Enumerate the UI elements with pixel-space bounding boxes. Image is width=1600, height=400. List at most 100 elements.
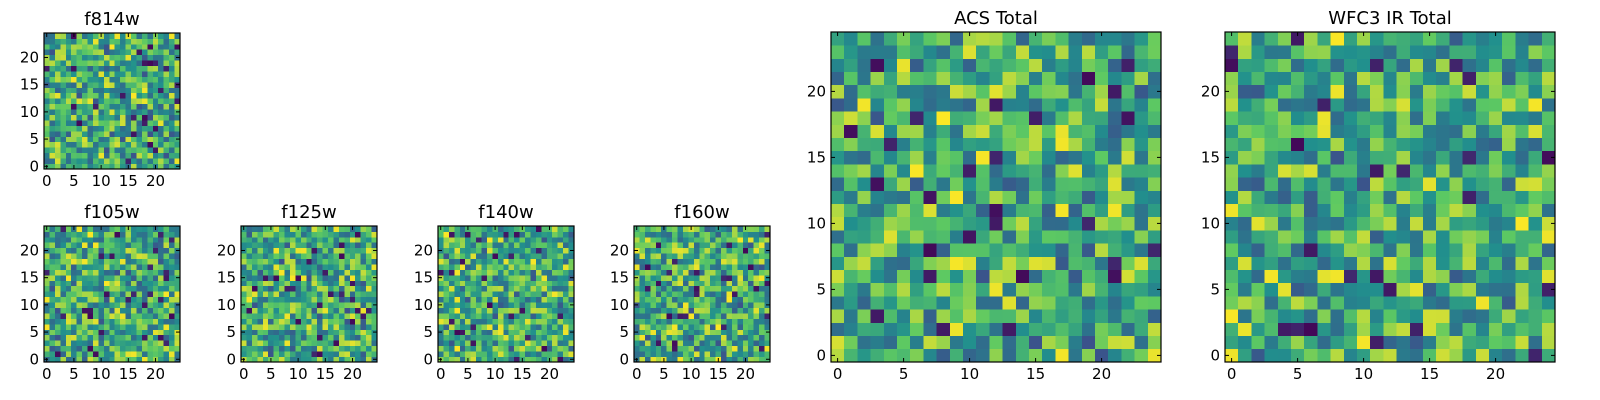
f105w-cell-2-9	[54, 307, 61, 314]
f105w-cell-20-12	[152, 291, 159, 298]
wfc3-ir-total-cell-17-20	[1449, 84, 1463, 99]
wfc3-ir-total-cell-7-13	[1317, 177, 1331, 191]
f125w-cell-19-21	[344, 242, 351, 249]
f814w-cell-12-15	[109, 81, 116, 88]
wfc3-ir-total-cell-7-12	[1317, 190, 1331, 204]
acs-total-cell-22-7	[1121, 256, 1135, 270]
wfc3-ir-total-cell-2-19	[1251, 98, 1265, 112]
f160w-cell-8-0	[677, 356, 684, 363]
wfc3-ir-total-cell-2-6	[1251, 269, 1265, 284]
wfc3-ir-total-cell-18-13	[1462, 177, 1477, 191]
wfc3-ir-total-cell-1-18	[1238, 111, 1252, 125]
f105w-cell-22-21	[163, 242, 170, 249]
f160w-cell-24-13	[764, 285, 771, 292]
f160w-cell-1-19	[639, 253, 646, 260]
f105w-cell-14-10	[120, 302, 126, 308]
f105w-cell-17-1	[136, 351, 143, 357]
f160w-cell-22-8	[753, 313, 760, 319]
acs-total-cell-16-3	[1042, 309, 1056, 323]
f105w-cell-6-23	[76, 231, 83, 238]
f160w-ytick-label-15: 15	[610, 269, 629, 287]
f160w-cell-18-10	[731, 302, 738, 308]
f814w-cell-22-10	[163, 109, 170, 115]
f160w-cell-15-2	[715, 345, 722, 352]
f105w-cell-6-9	[76, 307, 83, 314]
f105w-cell-7-5	[82, 329, 88, 336]
f814w-ytick-label-5: 5	[29, 130, 39, 148]
f105w-cell-3-4	[60, 334, 67, 341]
f125w-cell-10-17	[295, 264, 302, 270]
f105w-cell-23-22	[169, 236, 175, 243]
wfc3-ir-total-cell-17-5	[1449, 282, 1463, 297]
wfc3-ir-total-cell-24-15	[1541, 150, 1556, 165]
wfc3-ir-total-cell-14-3	[1409, 309, 1424, 323]
f814w-cell-18-19	[141, 60, 148, 67]
f125w-cell-22-3	[360, 340, 367, 347]
f814w-cell-20-7	[152, 125, 159, 132]
f160w-cell-2-21	[644, 242, 651, 249]
f160w-cell-5-13	[661, 285, 668, 292]
acs-total-cell-19-12	[1081, 190, 1096, 204]
f140w-cell-22-3	[557, 340, 564, 347]
acs-total-cell-8-16	[936, 137, 951, 152]
f140w-cell-11-23	[497, 231, 504, 238]
f814w-cell-1-20	[49, 54, 56, 61]
f160w-cell-20-3	[742, 340, 749, 347]
acs-total-cell-20-13	[1095, 177, 1109, 191]
f105w-cell-12-4	[109, 334, 116, 341]
f160w-cell-3-21	[650, 242, 657, 249]
f105w-cell-6-1	[76, 351, 83, 357]
f105w-cell-4-12	[65, 291, 72, 298]
f140w-cell-10-6	[492, 323, 499, 330]
f814w-cell-22-19	[163, 60, 170, 67]
f160w-cell-19-15	[737, 274, 744, 281]
f105w-cell-23-0	[169, 356, 175, 363]
f160w-cell-12-6	[699, 323, 706, 330]
f140w-cell-5-11	[465, 296, 472, 303]
acs-total-cell-3-4	[870, 296, 885, 310]
f140w-xtick-label-10: 10	[486, 365, 505, 383]
wfc3-ir-total-cell-9-10	[1343, 216, 1358, 231]
f814w-cell-3-10	[60, 109, 67, 115]
f105w-cell-15-7	[125, 318, 132, 325]
f140w-cell-21-5	[552, 329, 559, 336]
f160w-cell-9-6	[682, 323, 689, 330]
wfc3-ir-total-cell-10-7	[1357, 256, 1371, 270]
acs-total-cell-6-17	[910, 124, 924, 138]
f160w-cell-19-23	[737, 231, 744, 238]
acs-total-cell-14-12	[1015, 190, 1030, 204]
f814w-cell-18-17	[141, 71, 148, 77]
f105w-cell-3-22	[60, 236, 67, 243]
f814w-cell-3-21	[60, 49, 67, 56]
f125w-cell-15-1	[322, 351, 329, 357]
f160w-cell-1-14	[639, 280, 646, 287]
f125w-cell-1-23	[246, 231, 253, 238]
f160w-cell-18-3	[731, 340, 738, 347]
f814w-cell-7-0	[82, 163, 88, 170]
wfc3-ir-total-cell-22-23	[1515, 45, 1529, 59]
f125w-cell-5-19	[268, 253, 275, 260]
f140w-cell-12-14	[503, 280, 510, 287]
f160w-cell-19-9	[737, 307, 744, 314]
wfc3-ir-total-cell-2-7	[1251, 256, 1265, 270]
f140w-cell-4-6	[459, 323, 466, 330]
f814w-cell-3-9	[60, 114, 67, 121]
f105w-cell-12-22	[109, 236, 116, 243]
f140w-cell-12-17	[503, 264, 510, 270]
f814w-cell-3-16	[60, 76, 67, 83]
f125w-cell-4-21	[262, 242, 269, 249]
acs-total-cell-5-23	[897, 45, 911, 59]
f160w-cell-11-2	[693, 345, 700, 352]
f140w-cell-9-16	[486, 269, 493, 276]
f125w-cell-4-2	[262, 345, 269, 352]
f160w-cell-6-13	[666, 285, 673, 292]
f814w-cell-13-9	[114, 114, 121, 121]
wfc3-ir-total-cell-6-16	[1304, 137, 1318, 152]
acs-total-cell-8-2	[936, 322, 951, 336]
acs-total-cell-22-18	[1121, 111, 1135, 125]
f140w-cell-17-11	[530, 296, 537, 303]
acs-total-cell-10-2	[963, 322, 977, 336]
f125w-cell-2-1	[251, 351, 258, 357]
f125w-cell-18-3	[338, 340, 345, 347]
f140w-cell-24-13	[568, 285, 575, 292]
